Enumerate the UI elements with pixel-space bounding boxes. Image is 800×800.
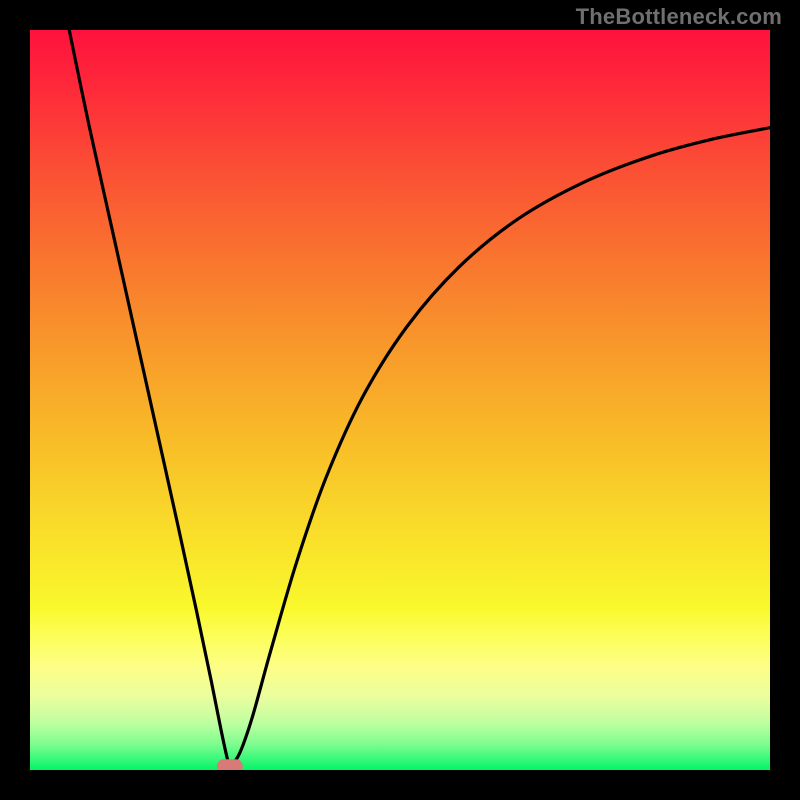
gradient-background — [30, 30, 770, 770]
chart-frame: TheBottleneck.com — [0, 0, 800, 800]
watermark-text: TheBottleneck.com — [576, 4, 782, 30]
cusp-marker — [217, 759, 243, 770]
plot-area — [30, 30, 770, 770]
plot-svg — [30, 30, 770, 770]
